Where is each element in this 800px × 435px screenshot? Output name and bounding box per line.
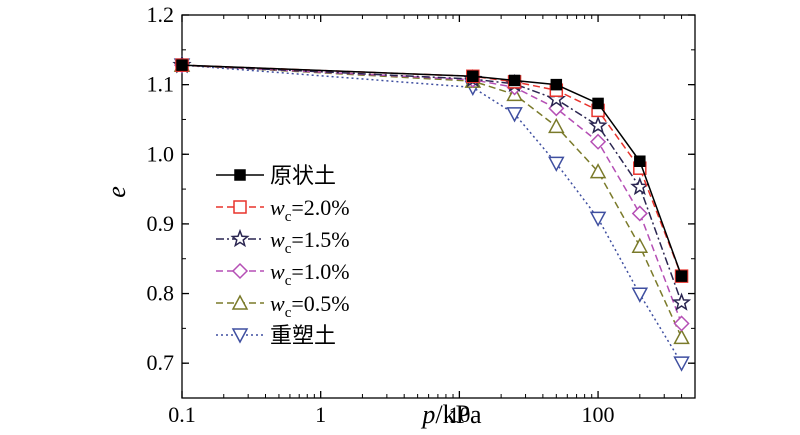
series-line [181, 64, 683, 277]
legend-label: 原状土 [270, 163, 336, 188]
legend-label: wc=2.0% [270, 195, 350, 225]
legend-label-value: =1.5% [291, 227, 349, 252]
legend-label-sub: c [285, 209, 292, 225]
legend-label: wc=1.0% [270, 259, 350, 289]
y-tick-label: 0.7 [147, 350, 175, 375]
y-axis-label: e [102, 186, 131, 198]
legend-item: 重塑土 [216, 323, 336, 348]
y-tick-label: 1.2 [147, 2, 175, 27]
data-point [631, 205, 648, 222]
legend-marker [233, 200, 247, 214]
legend-label-var: w [270, 195, 285, 220]
legend-label-value: =1.0% [291, 259, 349, 284]
data-point [673, 356, 690, 372]
legend-marker [231, 328, 249, 344]
x-axis-label-variable: p [420, 400, 435, 429]
data-point [589, 211, 607, 227]
legend-item: wc=0.5% [216, 291, 350, 321]
plot-area [181, 14, 696, 399]
plot-frame [181, 14, 696, 399]
series-line [181, 64, 683, 324]
legend-marker [231, 262, 249, 280]
legend-item: wc=1.5% [216, 227, 350, 257]
series-2 [175, 58, 689, 283]
legend-marker [231, 294, 249, 310]
legend-label-sub: c [285, 273, 292, 289]
legend-label-sub: c [285, 305, 292, 321]
x-tick-label: 1 [315, 402, 326, 427]
x-axis-label: p/kPa [420, 400, 482, 429]
legend-label: wc=0.5% [270, 291, 350, 321]
series-1 [176, 59, 688, 282]
series-line [181, 64, 683, 364]
data-point [548, 156, 565, 172]
data-point [631, 237, 649, 253]
data-point [673, 328, 690, 345]
series-layer [172, 55, 692, 372]
series-6 [173, 58, 690, 372]
data-point [588, 115, 608, 134]
data-point [589, 163, 607, 179]
x-tick-label: 0.1 [168, 402, 196, 427]
data-point [508, 74, 521, 87]
data-point [467, 70, 479, 83]
axes-layer: 0.7 0.8 0.9 1.0 1.1 1.2 0.1 1 10 100 [147, 2, 696, 427]
data-point [590, 133, 607, 150]
x-axis-label-unit: /kPa [435, 400, 482, 429]
data-point [631, 287, 649, 303]
legend-label-value: =0.5% [291, 291, 349, 316]
data-point [634, 155, 646, 167]
data-point [673, 315, 690, 332]
legend-label-sub: c [285, 241, 292, 257]
series-5 [173, 56, 690, 345]
data-point [506, 107, 523, 123]
legend-label-var: w [270, 291, 285, 316]
data-point [550, 78, 563, 91]
legend-marker [234, 169, 246, 181]
legend-label-var: w [270, 227, 285, 252]
legend-label: 重塑土 [270, 323, 336, 348]
legend-label-var: w [270, 259, 285, 284]
y-tick-label: 0.8 [147, 281, 175, 306]
legend-item: wc=2.0% [216, 195, 350, 225]
legend-label: wc=1.5% [270, 227, 350, 257]
data-point [675, 270, 688, 282]
series-line [181, 64, 683, 303]
data-point [671, 292, 692, 311]
data-point [592, 97, 604, 110]
series-line [181, 64, 683, 277]
legend-item: wc=1.0% [216, 259, 350, 289]
y-tick-label: 0.9 [147, 211, 175, 236]
legend-marker [230, 228, 250, 248]
y-tick-label: 1.1 [147, 72, 175, 97]
legend-item: 原状土 [216, 163, 336, 188]
series-line [181, 64, 683, 338]
legend-label-value: =2.0% [291, 195, 349, 220]
x-tick-label: 10 [448, 402, 470, 427]
x-tick-label: 100 [582, 402, 615, 427]
y-tick-label: 1.0 [147, 141, 175, 166]
data-point [176, 59, 188, 71]
data-point [548, 117, 565, 134]
